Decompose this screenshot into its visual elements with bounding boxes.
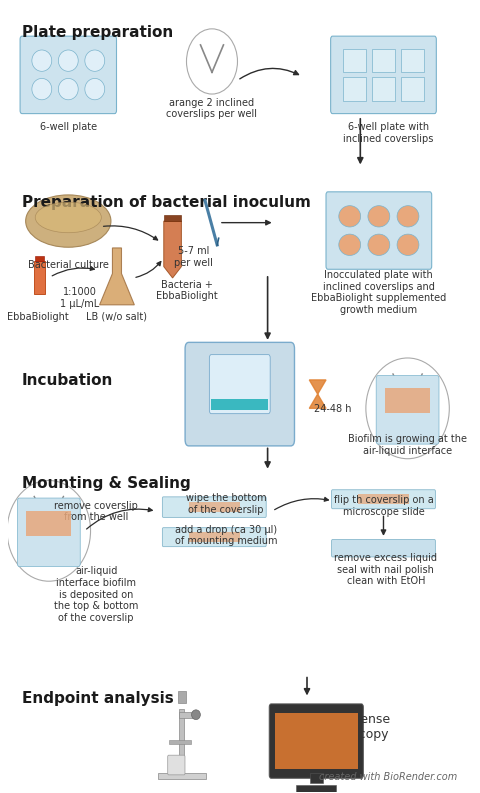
FancyBboxPatch shape (372, 49, 394, 72)
FancyBboxPatch shape (17, 498, 80, 566)
Text: Plate preparation: Plate preparation (22, 25, 173, 40)
Bar (35, 256, 44, 261)
FancyBboxPatch shape (162, 497, 265, 517)
Ellipse shape (84, 50, 105, 71)
Text: arange 2 inclined
coverslips per well: arange 2 inclined coverslips per well (166, 98, 257, 120)
Ellipse shape (367, 205, 389, 227)
Text: remove excess liquid
seal with nail polish
clean with EtOH: remove excess liquid seal with nail poli… (334, 553, 436, 586)
FancyBboxPatch shape (400, 49, 423, 72)
Ellipse shape (186, 29, 237, 94)
Bar (189, 502, 240, 512)
Ellipse shape (338, 234, 360, 255)
Text: wipe the bottom
of the coverslip: wipe the bottom of the coverslip (185, 493, 265, 515)
FancyBboxPatch shape (162, 527, 265, 546)
Text: 24-48 h: 24-48 h (313, 404, 350, 415)
Ellipse shape (191, 710, 200, 719)
FancyBboxPatch shape (331, 490, 434, 509)
Text: Bacteria +
EbbaBiolight: Bacteria + EbbaBiolight (156, 280, 217, 301)
Ellipse shape (7, 481, 90, 581)
FancyBboxPatch shape (269, 704, 362, 778)
FancyBboxPatch shape (331, 539, 434, 557)
Bar (157, 772, 205, 780)
Text: 1 μL/mL: 1 μL/mL (60, 298, 99, 308)
Text: EbbaBiolight: EbbaBiolight (7, 312, 69, 322)
FancyBboxPatch shape (20, 36, 116, 113)
FancyBboxPatch shape (185, 343, 294, 446)
Bar (168, 740, 190, 744)
Ellipse shape (365, 358, 448, 458)
Ellipse shape (32, 79, 52, 100)
Bar (309, 773, 322, 783)
Polygon shape (99, 248, 134, 305)
Text: created with BioRender.com: created with BioRender.com (318, 772, 456, 782)
Text: Incubation: Incubation (22, 374, 113, 389)
Text: add a drop (ca 30 μl)
of mounting medium: add a drop (ca 30 μl) of mounting medium (174, 524, 276, 546)
Bar (179, 712, 195, 718)
Ellipse shape (58, 79, 78, 100)
Bar (357, 495, 408, 504)
Text: Fluoresense
microscopy: Fluoresense microscopy (315, 713, 390, 741)
Text: Biofilm is growing at the
air-liquid interface: Biofilm is growing at the air-liquid int… (348, 435, 466, 456)
FancyBboxPatch shape (168, 755, 185, 775)
Text: LB (w/o salt): LB (w/o salt) (86, 312, 147, 322)
Bar (178, 691, 185, 703)
Text: 6-well plate with
inclined coverslips: 6-well plate with inclined coverslips (342, 122, 432, 144)
Text: 6-well plate: 6-well plate (40, 122, 96, 132)
Text: Preparation of bacterial inoculum: Preparation of bacterial inoculum (22, 195, 310, 210)
Bar (26, 511, 71, 535)
Bar (163, 216, 181, 221)
FancyBboxPatch shape (342, 77, 365, 101)
FancyBboxPatch shape (400, 77, 423, 101)
Bar (296, 785, 336, 791)
Text: 1:1000: 1:1000 (63, 287, 96, 297)
FancyBboxPatch shape (342, 49, 365, 72)
FancyBboxPatch shape (372, 77, 394, 101)
Bar (179, 709, 184, 772)
Ellipse shape (367, 234, 389, 255)
Polygon shape (309, 380, 325, 408)
Ellipse shape (25, 195, 111, 247)
Ellipse shape (396, 205, 418, 227)
FancyBboxPatch shape (330, 36, 435, 113)
Text: flip th coverslip on a
microscope slide: flip th coverslip on a microscope slide (333, 496, 432, 517)
Ellipse shape (396, 234, 418, 255)
Bar (34, 261, 45, 293)
FancyBboxPatch shape (209, 354, 270, 414)
Bar (274, 713, 357, 769)
Text: Mounting & Sealing: Mounting & Sealing (22, 476, 190, 491)
Bar (384, 389, 429, 413)
Ellipse shape (32, 50, 52, 71)
FancyBboxPatch shape (375, 376, 438, 444)
Ellipse shape (35, 202, 101, 232)
Text: Inocculated plate with
inclined coverslips and
EbbaBiolight supplemented
growth : Inocculated plate with inclined coversli… (311, 270, 445, 315)
FancyBboxPatch shape (325, 192, 431, 270)
Text: 5-7 ml
per well: 5-7 ml per well (174, 247, 213, 268)
Polygon shape (163, 221, 181, 278)
Text: remove coverslip
from the well: remove coverslip from the well (54, 501, 138, 523)
Bar (189, 532, 240, 542)
Text: air-liquid
interface biofilm
is deposited on
the top & bottom
of the coverslip: air-liquid interface biofilm is deposite… (54, 566, 138, 623)
Text: Bacterial culture: Bacterial culture (28, 260, 108, 270)
Bar (211, 399, 268, 411)
Ellipse shape (84, 79, 105, 100)
Ellipse shape (338, 205, 360, 227)
Text: Endpoint analysis: Endpoint analysis (22, 691, 173, 706)
Ellipse shape (58, 50, 78, 71)
